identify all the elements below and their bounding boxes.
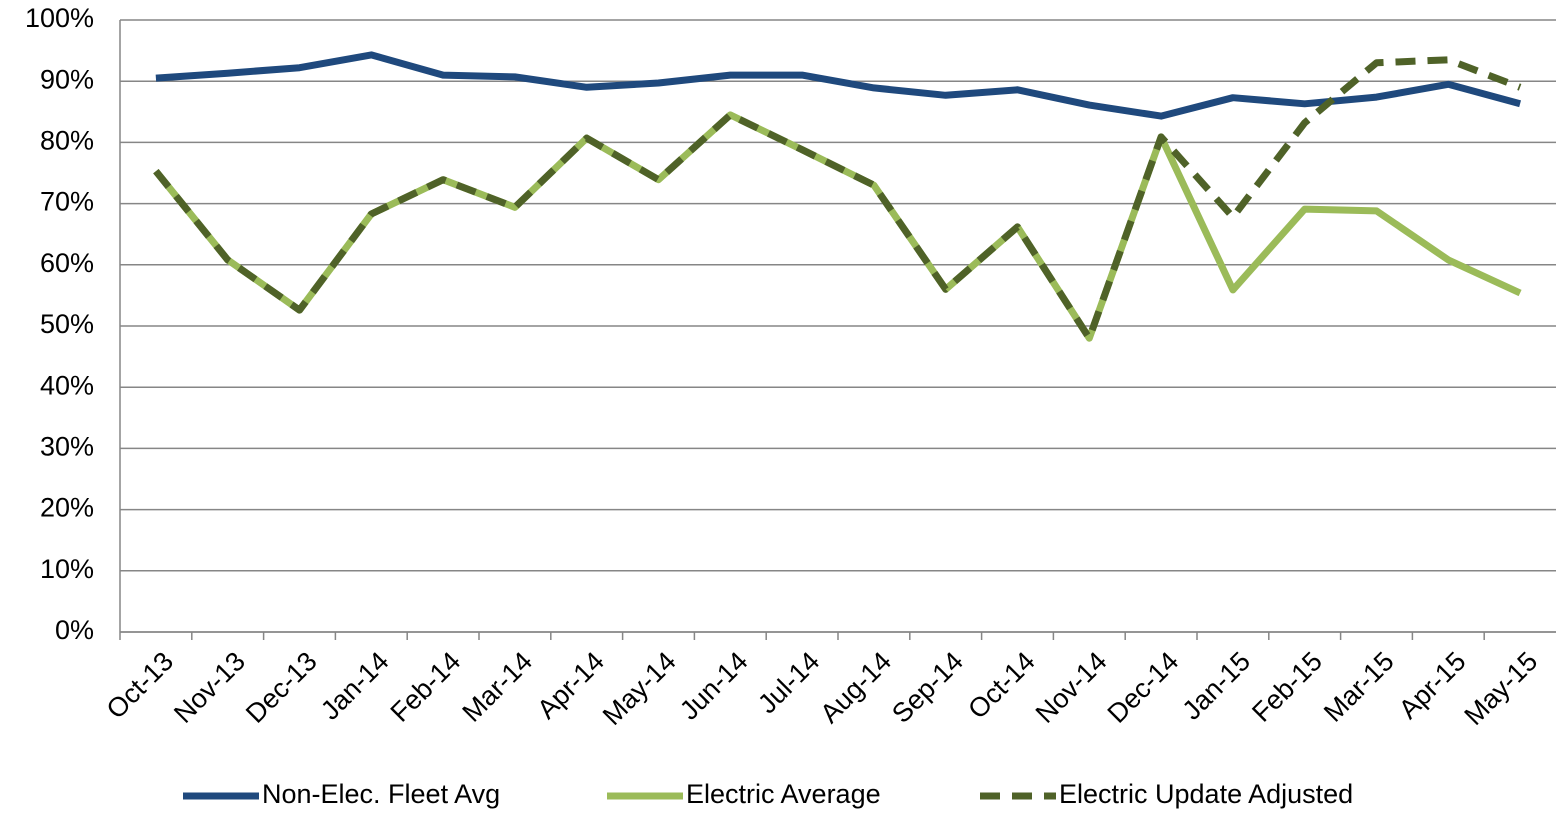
y-tick-label: 60% xyxy=(40,248,94,278)
legend-label: Electric Average xyxy=(686,779,881,809)
x-tick-label: May-14 xyxy=(597,646,682,731)
x-tick-label: Jan-14 xyxy=(315,646,395,726)
y-tick-label: 40% xyxy=(40,370,94,400)
y-tick-label: 30% xyxy=(40,432,94,462)
legend-label: Electric Update Adjusted xyxy=(1059,779,1353,809)
y-tick-label: 80% xyxy=(40,126,94,156)
legend-label: Non-Elec. Fleet Avg xyxy=(262,779,500,809)
x-tick-label: Mar-15 xyxy=(1318,646,1400,728)
y-tick-label: 0% xyxy=(55,615,94,645)
series-line xyxy=(153,56,1522,342)
x-tick-label: Apr-14 xyxy=(531,646,610,725)
x-tick-label: Dec-13 xyxy=(240,646,323,729)
x-tick-label: May-15 xyxy=(1459,646,1544,731)
x-tick-label: Feb-15 xyxy=(1246,646,1328,728)
y-tick-label: 90% xyxy=(40,64,94,94)
y-tick-label: 50% xyxy=(40,309,94,339)
y-tick-label: 100% xyxy=(25,3,94,33)
x-tick-label: Jun-14 xyxy=(674,646,754,726)
x-tick-label: Jan-15 xyxy=(1177,646,1257,726)
x-tick-label: Dec-14 xyxy=(1102,646,1185,729)
x-tick-label: Oct-13 xyxy=(101,646,180,725)
x-tick-label: Nov-14 xyxy=(1030,646,1113,729)
y-tick-label: 70% xyxy=(40,187,94,217)
x-tick-label: Apr-15 xyxy=(1393,646,1472,725)
series-line xyxy=(155,51,1522,120)
x-tick-label: Mar-14 xyxy=(456,646,538,728)
x-tick-label: Oct-14 xyxy=(962,646,1041,725)
y-tick-label: 10% xyxy=(40,554,94,584)
x-tick-label: Nov-13 xyxy=(168,646,251,729)
y-tick-label: 20% xyxy=(40,493,94,523)
x-tick-label: Aug-14 xyxy=(814,646,897,729)
x-tick-label: Feb-14 xyxy=(385,646,467,728)
x-tick-label: Sep-14 xyxy=(886,646,969,729)
